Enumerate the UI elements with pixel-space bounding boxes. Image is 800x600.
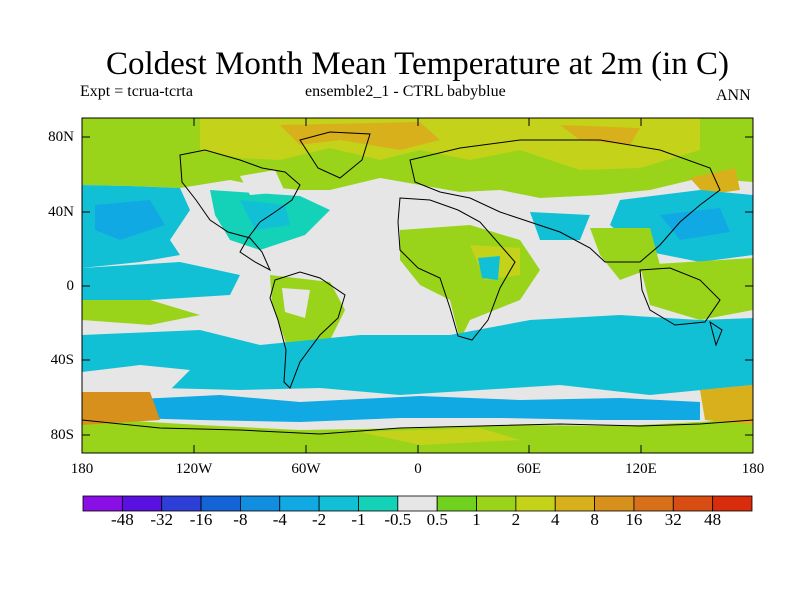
colorbar-label: 48	[704, 510, 722, 529]
colorbar-label: 2	[511, 510, 521, 529]
coastlines	[82, 131, 753, 435]
colorbar-label: 0.5	[426, 510, 448, 529]
colorbar-box	[279, 495, 320, 512]
field-asia-cyan	[530, 212, 590, 240]
colorbar-box	[436, 495, 477, 512]
field-na-cyan	[240, 200, 290, 230]
lat-label-40n: 40N	[48, 204, 74, 220]
field-so-grey	[82, 365, 190, 395]
colorbar-label: 32	[664, 510, 682, 529]
colorbar-box	[358, 495, 399, 512]
coast-eurasia	[409, 139, 721, 263]
coast-north-america	[179, 149, 301, 272]
colorbar-box	[633, 495, 674, 512]
colorbar-label: -16	[189, 510, 213, 529]
colorbar-box	[121, 495, 163, 512]
field-wpac-green	[640, 258, 753, 320]
field-ethiopia-cyan	[478, 256, 500, 280]
field-npac-blue	[95, 200, 165, 240]
lon-label-180e: 180	[741, 461, 765, 477]
colorbar-label: 4	[550, 510, 560, 529]
colorbar-label: 8	[590, 510, 599, 529]
page-title: Coldest Month Mean Temperature at 2m (in…	[105, 46, 730, 82]
field-amazon-grey	[282, 288, 310, 318]
colorbar-box	[712, 495, 753, 512]
field-ross-orange	[82, 392, 160, 425]
colorbar-box	[82, 495, 123, 512]
colorbar-label: -2	[312, 510, 327, 529]
axis-ticks	[82, 118, 753, 453]
field-weddell-yellow	[360, 428, 520, 445]
season-label: ANN	[716, 87, 751, 104]
coast-antarctica	[82, 419, 753, 435]
lat-label-40s: 40S	[50, 352, 74, 368]
colorbar-label: -1	[351, 510, 366, 529]
coast-new-zealand	[709, 320, 723, 347]
experiment-label: Expt = tcrua-tcrta	[80, 83, 193, 100]
coast-greenland	[299, 131, 371, 179]
colorbar-box	[515, 495, 556, 512]
colorbar-label: 1	[472, 510, 481, 529]
field-spac-green	[82, 300, 200, 325]
coast-australia-region	[639, 267, 721, 326]
lon-label-0: 0	[414, 461, 422, 477]
colorbar-box	[397, 495, 438, 512]
colorbar-label: -32	[150, 510, 174, 529]
field-japan-blue	[660, 208, 730, 240]
colorbar-box	[240, 495, 281, 512]
lat-label-80s: 80S	[50, 427, 74, 443]
field-so-cyan	[82, 315, 753, 395]
colorbar-label: 16	[625, 510, 643, 529]
colorbar-box	[476, 495, 517, 512]
lat-label-80n: 80N	[48, 129, 74, 145]
lon-label-60e: 60E	[516, 461, 542, 477]
coast-south-america	[269, 271, 346, 389]
coast-africa	[397, 197, 516, 341]
colorbar-box	[200, 495, 241, 512]
colorbar-box	[672, 495, 714, 512]
field-kamchatka-orange	[690, 168, 740, 195]
colorbar-label: -4	[272, 510, 287, 529]
field-east-antarctic-orange	[700, 385, 753, 425]
colorbar-box	[554, 495, 595, 512]
colorbar-box	[161, 495, 202, 512]
field-tpac-cyan	[82, 262, 240, 300]
lon-label-60w: 60W	[291, 461, 321, 477]
colorbar-label: -48	[111, 510, 134, 529]
lon-label-120w: 120W	[175, 461, 213, 477]
field-layer	[82, 118, 753, 453]
lon-label-120e: 120E	[625, 461, 657, 477]
comparison-label: ensemble2_1 - CTRL babyblue	[305, 83, 506, 100]
colorbar-label: -0.5	[384, 510, 412, 529]
field-so-blue	[120, 395, 700, 422]
field-hudson-grey	[240, 170, 285, 195]
lat-label-0: 0	[66, 278, 75, 294]
colorbar-label: -8	[233, 510, 248, 529]
colorbar-box	[318, 495, 359, 512]
colorbar-box	[594, 495, 635, 512]
lon-label-180w: 180	[70, 461, 94, 477]
field-greenland-orange	[280, 122, 440, 150]
colorbar	[82, 495, 753, 512]
